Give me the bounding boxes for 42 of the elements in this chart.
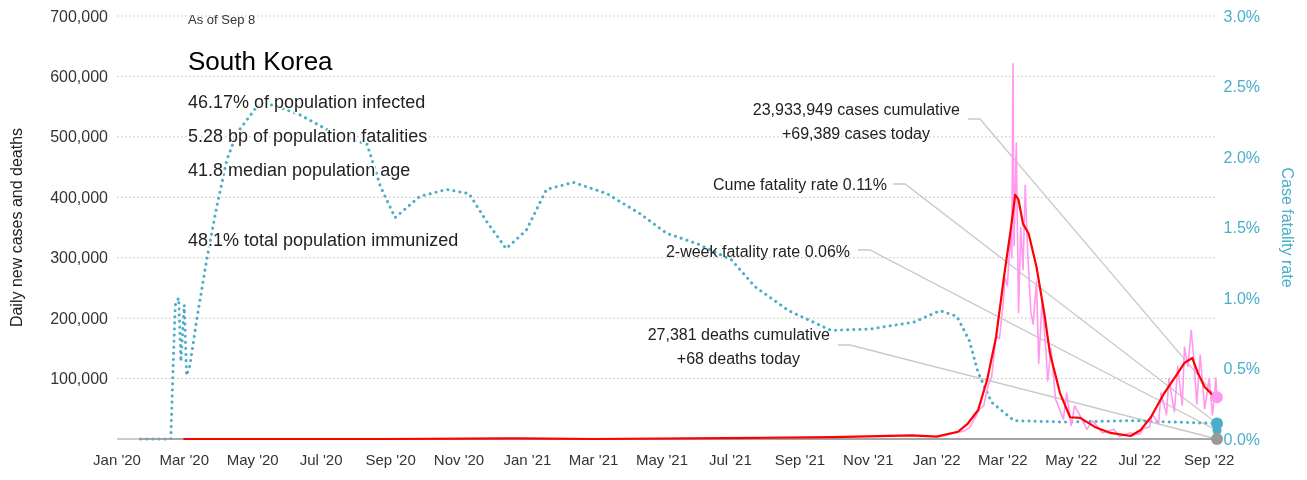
- y2-tick-label: 0.5%: [1223, 360, 1260, 378]
- annotation: 41.8 median population age: [188, 160, 411, 180]
- y2-axis-title: Case fatality rate: [1279, 167, 1296, 288]
- annotation: 23,933,949 cases cumulative +69,389 cases today: [752, 101, 961, 142]
- x-tick-label: Jan '22: [912, 451, 961, 468]
- x-tick-label: Jul '20: [299, 451, 343, 468]
- y-tick-label: 400,000: [50, 188, 109, 206]
- y-tick-label: 200,000: [50, 309, 109, 327]
- y2-tick-label: 1.0%: [1223, 289, 1260, 307]
- annotation: 46.17% of population infected: [188, 92, 426, 112]
- y2-tick-label: 0.0%: [1223, 430, 1260, 448]
- y-tick-label: 500,000: [50, 128, 109, 146]
- annotation: Cume fatality rate 0.11%: [712, 176, 887, 193]
- y-tick-label: 100,000: [50, 370, 109, 388]
- y-tick-label: 600,000: [50, 68, 109, 86]
- x-tick-label: Mar '20: [159, 451, 210, 468]
- y-tick-label: 700,000: [50, 7, 109, 25]
- y2-tick-label: 3.0%: [1223, 7, 1260, 25]
- x-tick-label: Mar '21: [568, 451, 619, 468]
- annotation: 2-week fatality rate 0.06%: [665, 243, 850, 260]
- x-tick-label: Nov '21: [843, 451, 894, 468]
- x-tick-label: Jan '20: [93, 451, 141, 468]
- y-tick-label: 300,000: [50, 249, 109, 267]
- x-tick-label: Jul '22: [1118, 451, 1162, 468]
- annotation: 48.1% total population immunized: [188, 230, 459, 250]
- x-tick-label: Sep '22: [1183, 451, 1235, 468]
- y-axis-title: Daily new cases and deaths: [8, 127, 25, 328]
- y2-tick-label: 2.5%: [1223, 78, 1260, 96]
- y2-tick-label: 2.0%: [1223, 148, 1260, 166]
- x-tick-label: Nov '20: [433, 451, 485, 468]
- annotation: 27,381 deaths cumulative +68 deaths today: [647, 326, 831, 367]
- y2-tick-label: 1.5%: [1223, 219, 1260, 237]
- x-tick-label: May '22: [1045, 451, 1098, 468]
- chart-subtitle: As of Sep 8: [188, 12, 256, 27]
- x-tick-label: May '21: [635, 451, 688, 468]
- x-tick-label: Sep '20: [365, 451, 416, 468]
- text: South Korea: [188, 46, 334, 76]
- x-tick-label: Jan '21: [503, 451, 552, 468]
- x-tick-label: Sep '21: [774, 451, 826, 468]
- x-tick-label: Mar '22: [978, 451, 1028, 468]
- x-tick-label: May '20: [226, 451, 279, 468]
- x-tick-label: Jul '21: [708, 451, 752, 468]
